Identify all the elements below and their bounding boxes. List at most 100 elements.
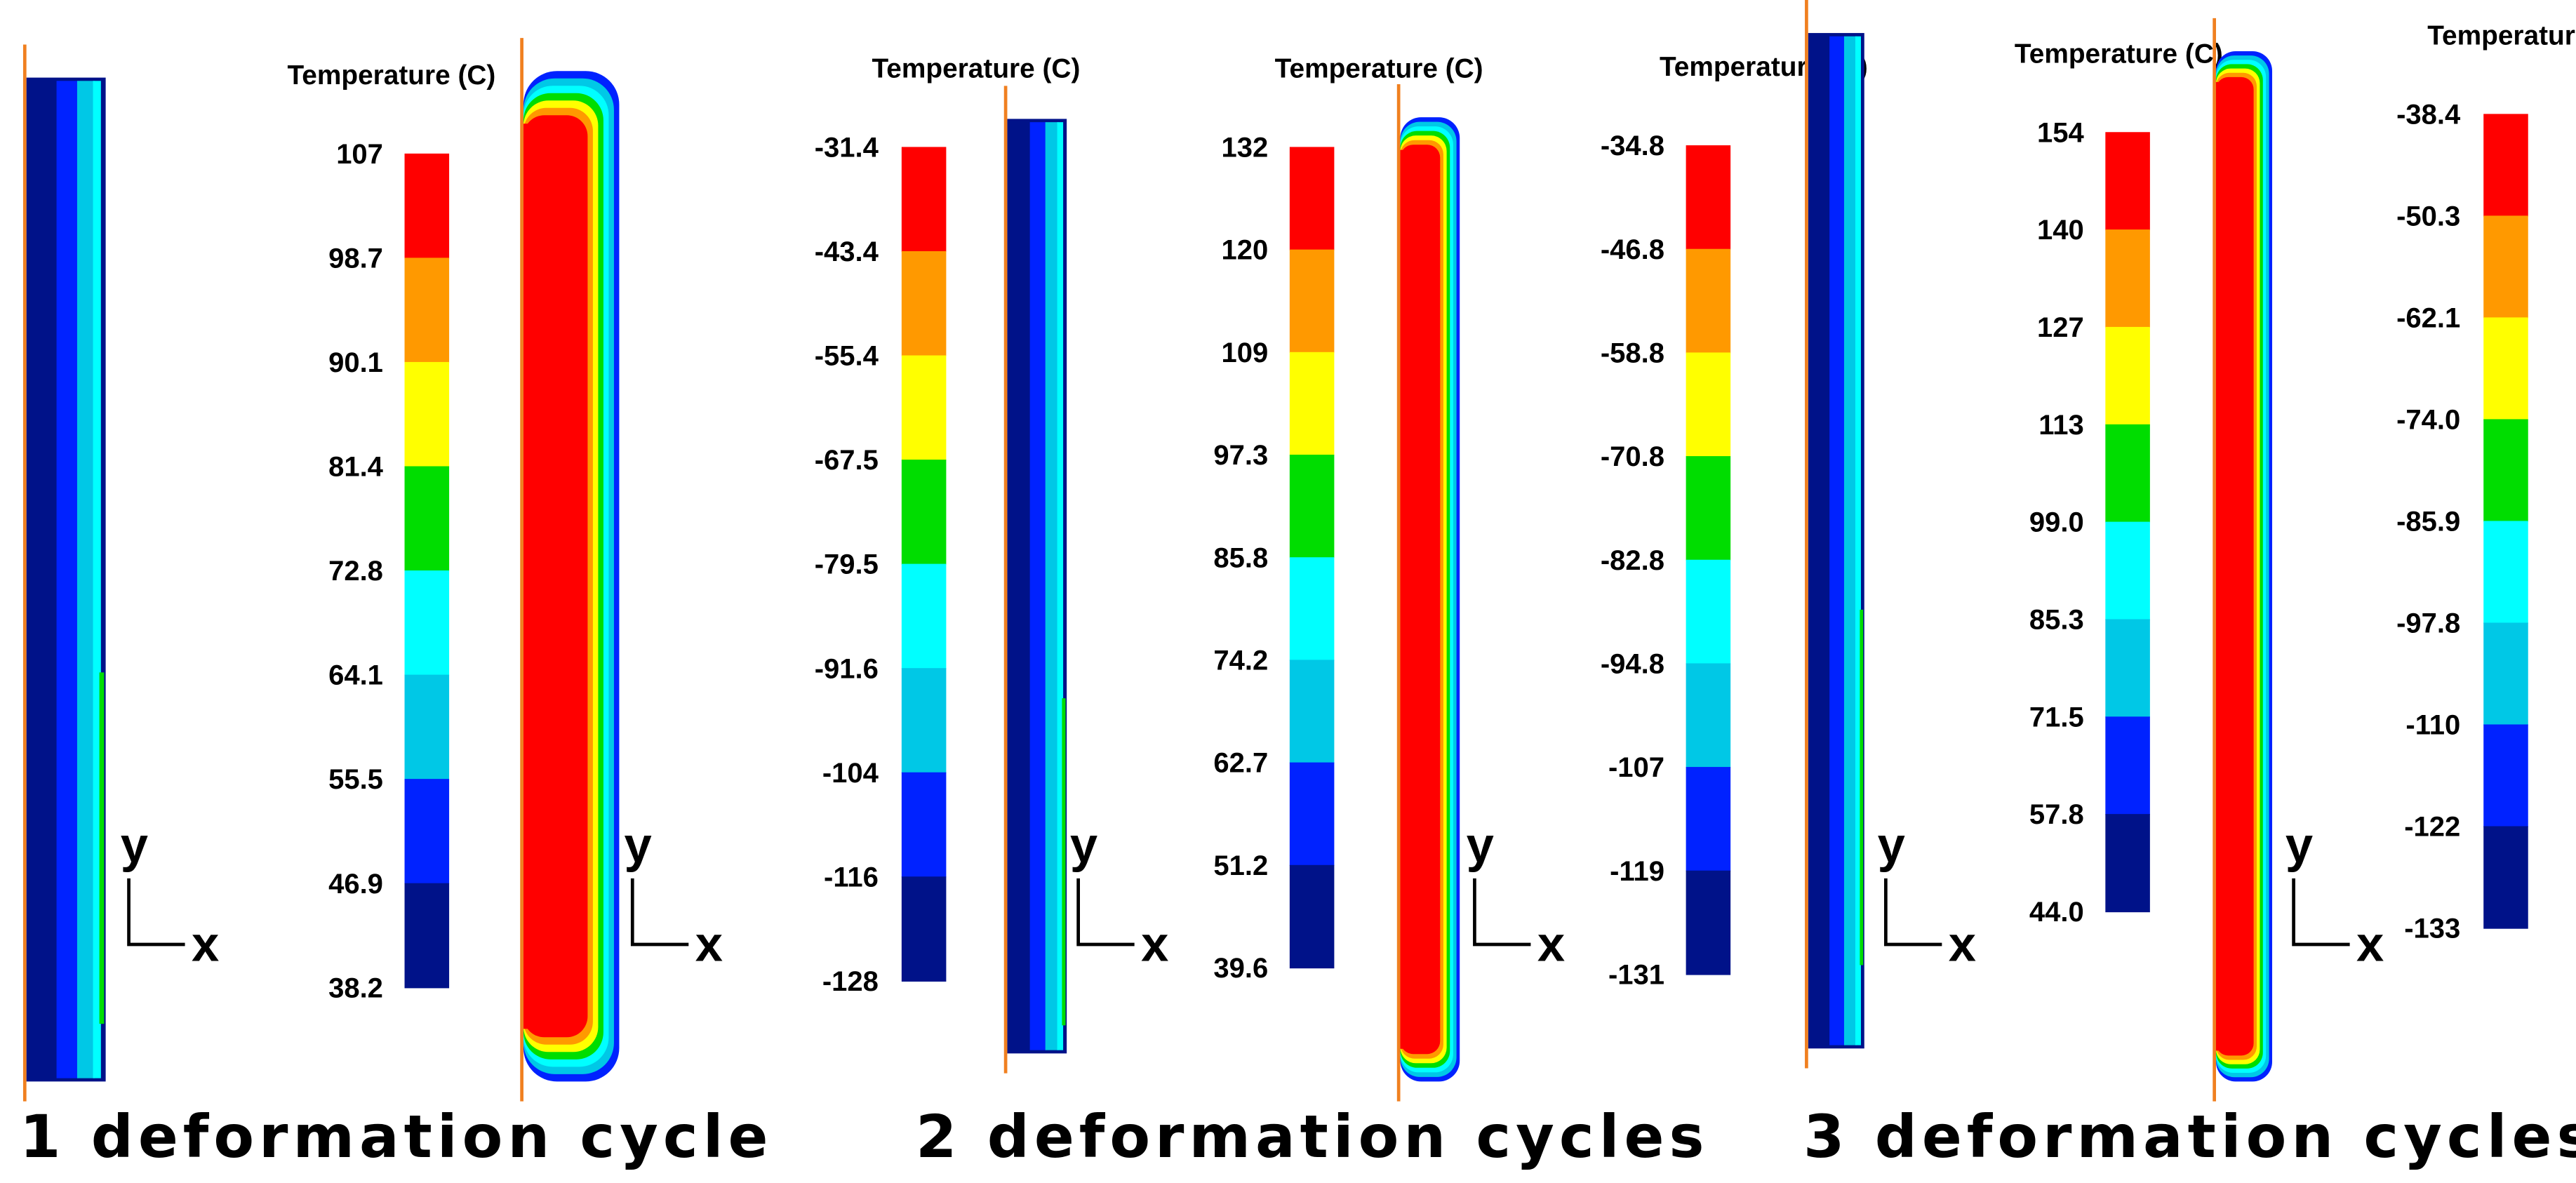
panel-2-hot-plot: Temperature (C) 132 120 109 97.3 85.8 74.2 62.7… — [1003, 54, 1483, 1074]
panel-1-hot-tick-label: 90.1 — [328, 347, 383, 378]
panel-1-cold-axes-indicator: yx — [625, 817, 723, 971]
panel-2-hot-legend-segment — [1289, 660, 1335, 763]
specimen-band-green — [1860, 609, 1864, 965]
panel-1-hot-tick-label: 81.4 — [328, 452, 384, 483]
panel-3-hot-tick-label: 57.8 — [2029, 799, 2084, 830]
panel-3-cold-tick-label: -50.3 — [2396, 201, 2460, 232]
specimen-band-blue — [56, 81, 79, 1078]
panel-1-cold-legend-segment — [901, 563, 947, 669]
panel-1-hot-specimen — [22, 44, 106, 1102]
specimen-band-cyan — [1057, 122, 1064, 1050]
axis-y-label: y — [625, 817, 652, 872]
panel-1-cold-tick-label: -79.5 — [815, 549, 879, 580]
panel-2-hot-tick-label: 132 — [1222, 133, 1269, 163]
panel-2-cold-legend-segment — [1686, 870, 1731, 975]
panel-3-hot-legend-segment — [2105, 326, 2150, 425]
panel-2-cold-tick-label: -94.8 — [1601, 649, 1664, 680]
panel-2-cold-legend-segment — [1686, 145, 1731, 250]
panel-1-cold-tick-label: -116 — [824, 862, 879, 893]
panel-2-cold-legend-segment — [1686, 248, 1731, 354]
panel-3-hot-tick-label: 113 — [2038, 410, 2084, 441]
panel-3-cold-legend-segment — [2483, 317, 2528, 420]
panel-1-hot-legend-segment — [404, 779, 450, 884]
panel-3-hot-legend-segment — [2105, 424, 2150, 523]
panel-1-hot-legend-title: Temperature (C) — [287, 60, 495, 91]
axis-corner-line — [2292, 878, 2350, 947]
panel-3-hot-tick-label: 44.0 — [2029, 897, 2084, 928]
panel-1-hot-tick-label: 107 — [336, 139, 383, 170]
panel-1-cold-legend-segment — [901, 772, 947, 878]
panel-3-hot-legend-segment — [2105, 619, 2150, 718]
axis-y-label: y — [121, 817, 148, 872]
panel-1-cold-legend-segment — [901, 147, 947, 253]
panel-2-cold-tick-label: -34.8 — [1601, 131, 1664, 161]
panel-3-cold-tick-label: -122 — [2404, 812, 2460, 843]
panel-1-cold-legend-segment — [901, 460, 947, 565]
specimen-band-lightblue — [1843, 36, 1857, 1045]
specimen-band-lightblue — [76, 81, 95, 1078]
panel-2-cold-tick-label: -119 — [1610, 856, 1664, 887]
panel-1-cold-legend-segment — [901, 668, 947, 773]
panel-2-cold-tick-label: -107 — [1608, 752, 1664, 783]
panel-2-cold-plot: Temperature (C)-34.8-46.8-58.8-70.8-82.8… — [1396, 52, 1868, 1102]
specimen-hot-core — [523, 123, 583, 1029]
panel-3-hot-specimen — [1805, 0, 1864, 1069]
specimen-hot-core — [1400, 149, 1438, 1049]
panel-1-hot-tick-label: 72.8 — [328, 556, 383, 587]
panel-1-hot-legend-segment — [404, 570, 450, 676]
panel-2-cold-legend-segment — [1686, 559, 1731, 664]
panel-1-cold-tick-label: -128 — [822, 966, 879, 997]
panel-1-cold-tick-label: -67.5 — [815, 445, 879, 476]
panel-2-hot-legend-segment — [1289, 147, 1335, 250]
panel-1-cold-tick-label: -104 — [822, 758, 879, 789]
panel-3-cold-tick-label: -38.4 — [2396, 99, 2461, 130]
panel-2-hot-tick-label: 62.7 — [1213, 748, 1268, 779]
specimen-band-cyan — [93, 81, 101, 1078]
panel-1-cold-plot: Temperature (C) -31.4 -43.4 -55.4 -67.5 -79.5… — [520, 38, 1080, 1102]
panel-3-hot-legend-segment — [2105, 814, 2150, 913]
axis-x-label: x — [695, 916, 723, 972]
panel-1-hot-tick-label: 64.1 — [328, 660, 383, 691]
specimen-band-blue — [1829, 36, 1846, 1045]
panel-2-hot-tick-label: 74.2 — [1213, 646, 1268, 676]
panel-1-hot-legend-segment — [404, 883, 450, 989]
panel-2-cold-tick-label: -70.8 — [1601, 441, 1664, 472]
panel-2-cold-tick-label: -46.8 — [1601, 234, 1664, 265]
panel-2-cold-legend-segment — [1686, 767, 1731, 871]
panel-1-cold-tick-label: -91.6 — [815, 653, 879, 684]
panel-1-hot-legend-segment — [404, 258, 450, 363]
panel-3-hot-tick-label: 127 — [2037, 312, 2084, 343]
panel-3-hot-axes-indicator: yx — [1878, 817, 1976, 971]
panel-2-hot-legend-title: Temperature (C) — [1275, 54, 1483, 84]
panel-3-hot-tick-label: 140 — [2037, 215, 2084, 246]
panel-2-cold-tick-label: -58.8 — [1601, 338, 1664, 369]
panel-3-cold-legend-segment — [2483, 826, 2528, 929]
panel-2-hot-tick-label: 85.8 — [1213, 542, 1268, 573]
panel-2-hot-legend-segment — [1289, 557, 1335, 661]
panel-3-hot-legend-segment — [2105, 229, 2150, 328]
panel-1-hot-tick-label: 38.2 — [328, 973, 383, 1003]
panel-2-cold-tick-label: -131 — [1608, 960, 1664, 991]
panel-3-cold-specimen — [2213, 18, 2273, 1102]
panel-2-hot-tick-label: 51.2 — [1213, 850, 1268, 881]
panel-1-cold-tick-label: -43.4 — [815, 236, 879, 267]
panel-3-cold-legend-segment — [2483, 622, 2528, 726]
panel-2-hot-tick-label: 97.3 — [1213, 440, 1268, 471]
panel-3-hot-legend-title: Temperature (C) — [2015, 39, 2223, 69]
axis-corner-line — [1473, 878, 1531, 947]
panel-3-hot-tick-label: 71.5 — [2029, 702, 2084, 733]
panel-3-cold-axes-indicator: yx — [2285, 817, 2384, 971]
panel-3-cold-legend-title: Temperature (C) — [2427, 21, 2576, 51]
panel-3-hot-legend-segment — [2105, 521, 2150, 620]
panel-1-cold-tick-label: -55.4 — [815, 341, 879, 372]
caption-cycle-2: 2 deformation cycles — [916, 1102, 1709, 1171]
panel-2-cold-specimen — [1396, 84, 1460, 1102]
axis-x-label: x — [1949, 916, 1976, 972]
caption-cycle-3: 3 deformation cycles — [1803, 1102, 2576, 1171]
panel-2-cold-legend-segment — [1686, 456, 1731, 561]
panel-1-cold-legend-title: Temperature (C) — [872, 54, 1080, 84]
axis-x-label: x — [1141, 916, 1168, 972]
panel-2-hot-tick-label: 39.6 — [1213, 953, 1268, 984]
specimen-band-blue — [1029, 122, 1047, 1050]
